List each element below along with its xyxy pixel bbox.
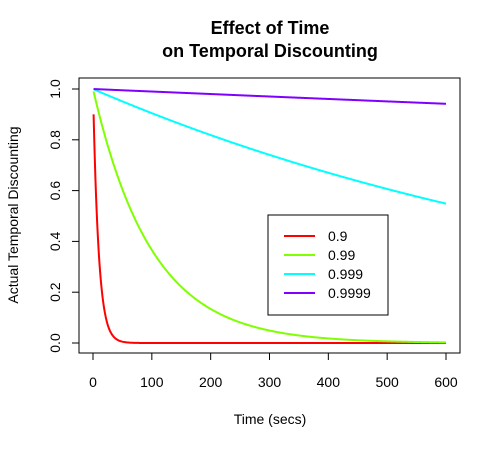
y-axis-label: Actual Temporal Discounting (5, 126, 21, 303)
y-tick-label: 0.2 (47, 282, 63, 302)
y-tick-label: 0.6 (47, 181, 63, 201)
legend-label-0.9999: 0.9999 (328, 285, 371, 301)
x-tick-label: 200 (199, 374, 223, 390)
legend-box (267, 214, 389, 316)
series-lines (92, 88, 447, 344)
x-axis-label: Time (secs) (234, 411, 307, 427)
chart-title-line-1: Effect of Time (211, 18, 330, 38)
chart-title-line-2: on Temporal Discounting (162, 41, 378, 61)
x-axis: 0 100 200 300 400 500 600 (89, 352, 458, 390)
series-line-0.999 (93, 88, 447, 205)
x-tick-label: 600 (434, 374, 458, 390)
series-line-0.9999 (93, 88, 447, 105)
legend-items: 0.9 0.99 0.999 0.9999 (284, 228, 371, 301)
legend-label-0.99: 0.99 (328, 247, 355, 263)
y-tick-label: 1.0 (47, 79, 63, 99)
legend-label-0.9: 0.9 (328, 228, 348, 244)
legend-label-0.999: 0.999 (328, 266, 363, 282)
x-tick-label: 400 (317, 374, 341, 390)
x-tick-label: 0 (89, 374, 97, 390)
series-line-0.9 (92, 114, 446, 344)
y-tick-label: 0.4 (47, 231, 63, 251)
x-tick-label: 100 (140, 374, 164, 390)
series-line-0.99 (92, 91, 447, 344)
x-tick-label: 300 (258, 374, 282, 390)
y-axis: 0.0 0.2 0.4 0.6 0.8 1.0 (47, 79, 80, 353)
legend: 0.9 0.99 0.999 0.9999 (267, 214, 389, 316)
y-tick-label: 0.0 (47, 333, 63, 353)
y-tick-label: 0.8 (47, 130, 63, 150)
x-tick-label: 500 (375, 374, 399, 390)
